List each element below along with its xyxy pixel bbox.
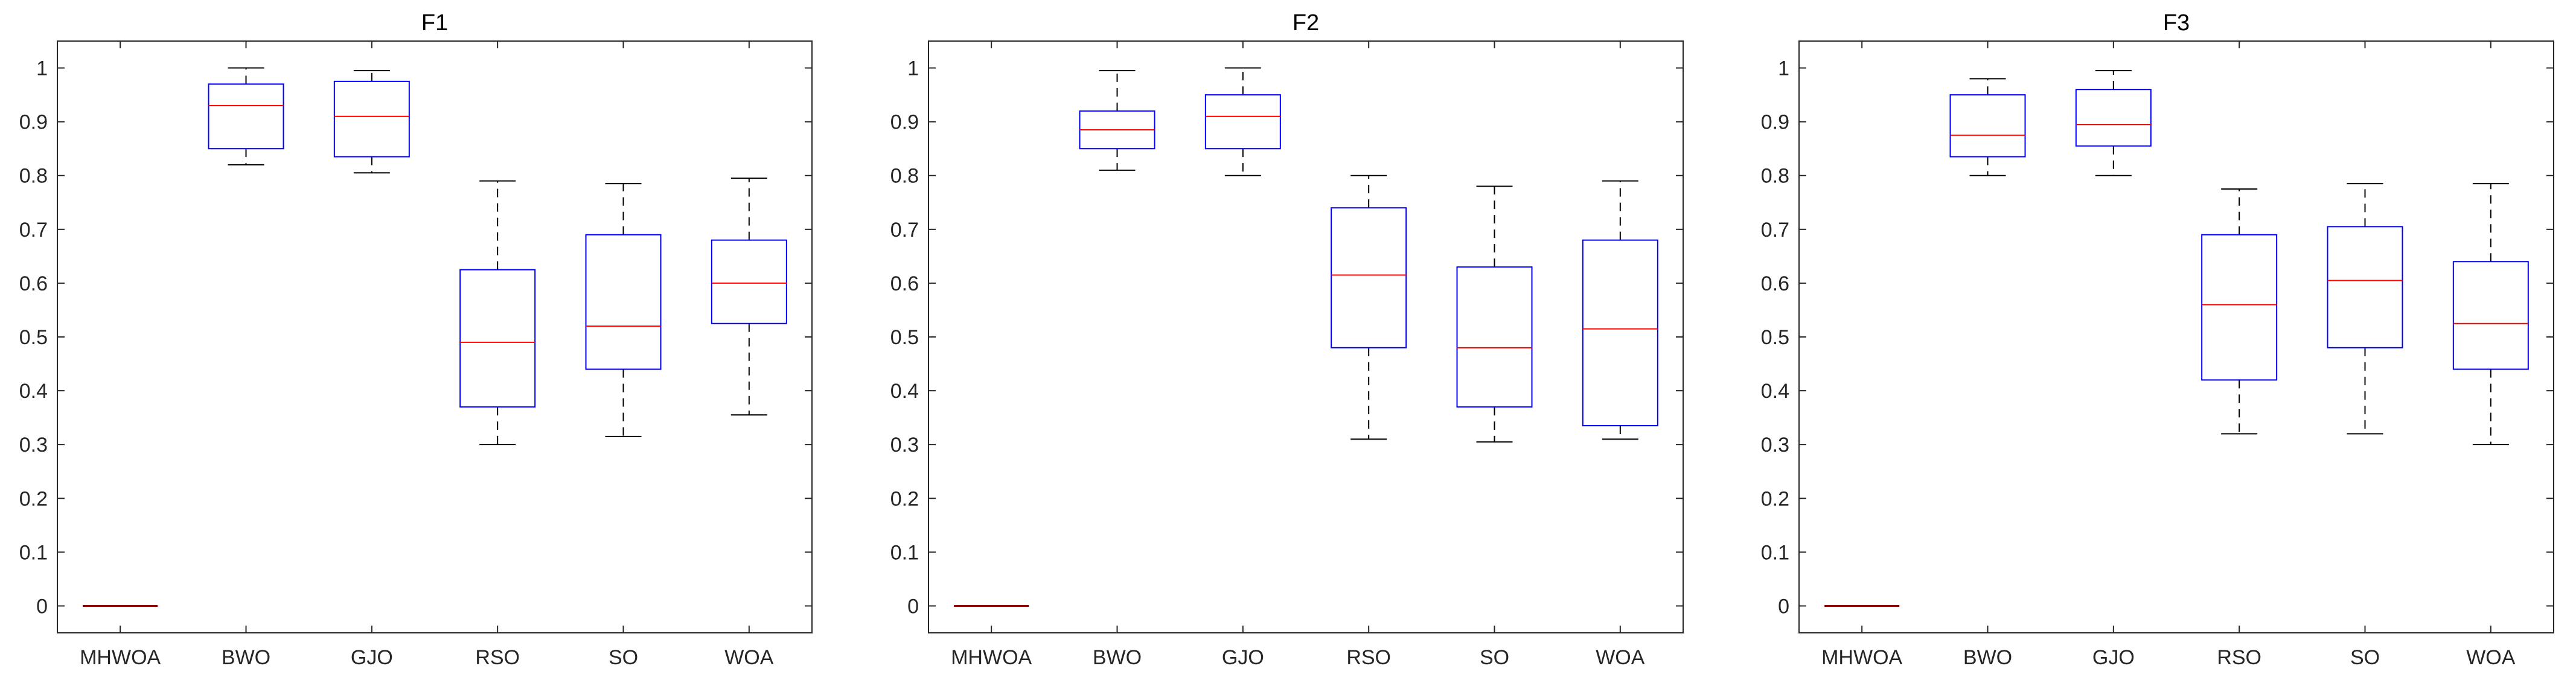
panel-f1: F1 0 0.1 0.2 0.3 0.4 0.5 0.6 0.7 0.8 0.9 1 MHWOA BWO G… (19, 10, 813, 669)
y-tick-label: 0.6 (890, 272, 919, 295)
box-gjo (2075, 70, 2152, 176)
y-tick-label: 0.7 (19, 219, 48, 242)
x-tick-label: GJO (2092, 646, 2135, 669)
y-tick-label: 0.4 (19, 380, 48, 403)
box-gjo (333, 70, 410, 174)
y-tick-label: 0 (1778, 595, 1789, 618)
x-tick-label: WOA (2466, 646, 2516, 669)
box-body (1204, 94, 1281, 150)
y-tick-label: 1 (36, 57, 48, 80)
x-tick-label: GJO (351, 646, 393, 669)
x-tick-label: BWO (222, 646, 270, 669)
y-tick-label: 0.5 (19, 326, 48, 349)
x-tick-label: WOA (724, 646, 774, 669)
y-tick-label: 0.3 (890, 434, 919, 457)
x-tick-label: BWO (1963, 646, 2012, 669)
box-body (208, 83, 284, 150)
y-tick-label: 0.7 (1761, 219, 1789, 242)
box-body (333, 80, 410, 158)
box-rso (1331, 175, 1407, 440)
y-tick-label: 0.6 (1761, 272, 1789, 295)
y-tick-label: 0.8 (890, 165, 919, 188)
x-tick-label: SO (2350, 646, 2380, 669)
y-tick-label: 0.4 (890, 380, 919, 403)
y-tick-label: 0.6 (19, 272, 48, 295)
box-body (1582, 239, 1658, 426)
y-tick-label: 0.2 (19, 487, 48, 510)
y-tick-label: 1 (907, 57, 919, 80)
axes-frame (1798, 40, 2554, 633)
y-tick-label: 0.9 (1761, 111, 1789, 134)
x-tick-label: RSO (1346, 646, 1391, 669)
box-gjo (1204, 67, 1281, 176)
x-tick-label: SO (1480, 646, 1509, 669)
chart-title: F1 (421, 10, 448, 36)
x-tick-label: RSO (2217, 646, 2261, 669)
axes-frame (928, 40, 1684, 633)
box-body (711, 239, 787, 324)
y-tick-label: 0.9 (890, 111, 919, 134)
y-tick-label: 0 (907, 595, 919, 618)
box-body (2075, 89, 2152, 147)
y-tick-label: 0.8 (19, 165, 48, 188)
box-woa (711, 178, 787, 416)
y-tick-label: 0.7 (890, 219, 919, 242)
box-body (459, 269, 536, 408)
y-tick-label: 0.1 (19, 541, 48, 564)
box-bwo (208, 67, 284, 165)
y-tick-label: 0.2 (890, 487, 919, 510)
box-rso (459, 180, 536, 446)
y-tick-label: 0.1 (890, 541, 919, 564)
x-tick-label: GJO (1222, 646, 1264, 669)
box-woa (1582, 180, 1658, 440)
x-tick-label: BWO (1093, 646, 1142, 669)
y-tick-label: 1 (1778, 57, 1789, 80)
box-bwo (1079, 70, 1155, 171)
chart-title: F2 (1293, 10, 1319, 36)
box-so (585, 183, 662, 437)
x-tick-label: WOA (1596, 646, 1645, 669)
y-tick-label: 0.5 (1761, 326, 1789, 349)
x-tick-label: MHWOA (80, 646, 161, 669)
y-tick-label: 0.4 (1761, 380, 1789, 403)
y-tick-label: 0 (36, 595, 48, 618)
x-tick-label: RSO (475, 646, 520, 669)
box-body (2327, 226, 2403, 348)
x-tick-label: MHWOA (951, 646, 1032, 669)
x-tick-label: MHWOA (1821, 646, 1902, 669)
y-tick-label: 0.5 (890, 326, 919, 349)
chart-title: F3 (2163, 10, 2190, 36)
box-body (2452, 261, 2529, 370)
y-tick-label: 0.3 (1761, 434, 1789, 457)
y-tick-label: 0.1 (1761, 541, 1789, 564)
y-tick-label: 0.3 (19, 434, 48, 457)
panel-f3: F3 0 0.1 0.2 0.3 0.4 0.5 0.6 0.7 0.8 0.9 1 MHWOA BWO G… (1761, 10, 2554, 669)
box-body (1331, 207, 1407, 348)
x-tick-label: SO (609, 646, 638, 669)
box-bwo (1949, 78, 2026, 176)
y-tick-label: 0.8 (1761, 165, 1789, 188)
box-body (1949, 94, 2026, 158)
box-woa (2452, 183, 2529, 446)
box-so (1456, 185, 1533, 443)
panel-f2: F2 0 0.1 0.2 0.3 0.4 0.5 0.6 0.7 0.8 0.9 1 MHWOA BWO G… (890, 10, 1684, 669)
box-body (585, 234, 662, 370)
axes-frame (57, 40, 813, 633)
y-tick-label: 0.9 (19, 111, 48, 134)
box-rso (2201, 188, 2278, 435)
box-body (2201, 234, 2278, 381)
y-tick-label: 0.2 (1761, 487, 1789, 510)
box-so (2327, 183, 2403, 435)
box-body (1456, 266, 1533, 408)
